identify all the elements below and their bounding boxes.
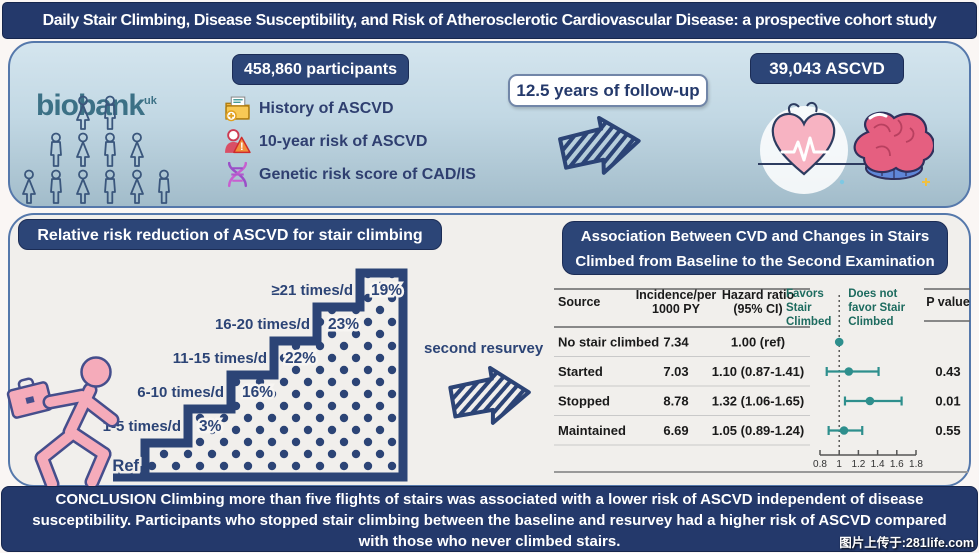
axis-tick-label: 1.2 xyxy=(851,459,865,470)
running-person-icon xyxy=(6,356,120,486)
followup-badge: 12.5 years of follow-up xyxy=(508,74,708,107)
table-cell-hazard-ratio: 1.32 (1.06-1.65) xyxy=(712,394,805,409)
forest-point xyxy=(844,367,854,376)
table-col-header: 1000 PY xyxy=(652,302,701,316)
forest-header-not-favors: favor Stair xyxy=(848,302,905,314)
axis-tick-label: 1.6 xyxy=(890,459,904,470)
stair-percent-label: 22% xyxy=(285,350,316,367)
person-icon xyxy=(104,132,116,167)
right-arrow-icon xyxy=(558,115,641,175)
svg-text:!: ! xyxy=(240,141,244,153)
person-icon xyxy=(130,169,144,204)
stairs-chart-title: Relative risk reduction of ASCVD for sta… xyxy=(18,219,442,250)
uk-biobank-logo: biobankuk xyxy=(36,89,157,123)
person-icon xyxy=(76,132,90,167)
population-pyramid-icon xyxy=(22,95,170,204)
forest-point xyxy=(839,426,849,435)
risk-item-label: History of ASCVD xyxy=(259,99,394,117)
person-icon xyxy=(158,169,170,204)
person-icon xyxy=(130,132,144,167)
table-cell-incidence: 7.34 xyxy=(663,335,689,350)
participants-badge: 458,860 participants xyxy=(232,54,409,85)
table-cell-source: No stair climbed xyxy=(558,335,659,350)
person-icon xyxy=(76,95,90,130)
table-cell-hazard-ratio: 1.10 (0.87-1.41) xyxy=(712,364,805,379)
person-warning-icon: ! xyxy=(225,129,251,154)
person-icon xyxy=(76,169,90,204)
stair-percent-label: 23% xyxy=(328,316,359,333)
axis-tick-label: 1.8 xyxy=(909,459,923,470)
logo-text: biobank xyxy=(36,89,145,122)
p-value: 0.01 xyxy=(935,394,960,409)
person-icon xyxy=(50,132,62,167)
person-icon xyxy=(22,169,36,204)
axis-tick-label: 1 xyxy=(836,459,842,470)
ascvd-count-badge: 39,043 ASCVD xyxy=(750,53,904,84)
watermark: 图片上传于:281life.com xyxy=(839,536,974,550)
heart-brain-icon xyxy=(758,101,934,194)
forest-header-favors: Climbed xyxy=(786,316,831,328)
table-col-header: Source xyxy=(558,295,600,309)
table-cell-incidence: 6.69 xyxy=(663,423,688,438)
person-icon xyxy=(104,95,116,130)
table-cell-source: Stopped xyxy=(558,394,610,409)
table-col-header: Incidence/per xyxy=(636,288,717,302)
person-icon xyxy=(104,169,116,204)
forest-point xyxy=(834,337,844,347)
stair-category-label: 11-15 times/d xyxy=(173,350,267,367)
stair-category-label: 6-10 times/d xyxy=(137,384,224,401)
dna-icon xyxy=(227,161,248,188)
resurvey-label: second resurvey xyxy=(424,340,544,357)
stair-percent-label: 19% xyxy=(371,282,402,299)
logo-sup: uk xyxy=(144,95,157,107)
forest-header-favors: Favors xyxy=(786,288,824,300)
forest-point xyxy=(865,396,875,406)
risk-item-history: History of ASCVD xyxy=(224,95,394,122)
stair-percent-label: 3% xyxy=(199,418,222,435)
ref-label: Ref xyxy=(112,457,139,475)
table-cell-source: Started xyxy=(558,364,603,379)
stair-category-label: 1-5 times/d xyxy=(103,418,181,435)
table-cell-source: Maintained xyxy=(558,423,626,438)
stair-climbing-chart: Ref 1-5 times/d 3% 6-10 times/d 16% 11-15 tim… xyxy=(100,268,408,482)
person-icon xyxy=(50,169,62,204)
axis-tick-label: 0.8 xyxy=(813,459,827,470)
table-col-header: Hazard ratio xyxy=(722,288,795,302)
table-cell-incidence: 8.78 xyxy=(663,394,688,409)
association-table-title: Association Between CVD and Changes in S… xyxy=(562,221,948,275)
staircase-shape xyxy=(113,268,408,482)
folder-plus-icon xyxy=(225,96,250,122)
risk-item-10year: ! 10-year risk of ASCVD xyxy=(224,128,427,155)
forest-header-not-favors: Climbed xyxy=(848,316,893,328)
p-value: 0.43 xyxy=(935,364,960,379)
risk-item-genetic: Genetic risk score of CAD/IS xyxy=(224,161,476,188)
forest-header-favors: Stair xyxy=(786,302,812,314)
stair-category-label: ≥21 times/d xyxy=(271,282,353,299)
axis-tick-label: 1.4 xyxy=(871,459,885,470)
risk-item-label: Genetic risk score of CAD/IS xyxy=(259,165,476,183)
risk-item-label: 10-year risk of ASCVD xyxy=(259,132,428,150)
table-cell-hazard-ratio: 1.00 (ref) xyxy=(731,335,785,350)
forest-header-not-favors: Does not xyxy=(848,288,897,300)
conclusion-banner: CONCLUSION Climbing more than five fligh… xyxy=(1,486,978,552)
right-arrow-icon xyxy=(448,365,531,425)
paper-title: Daily Stair Climbing, Disease Susceptibi… xyxy=(2,2,977,39)
table-col-header: (95% CI) xyxy=(733,302,782,316)
table-col-header: P value xyxy=(926,295,970,309)
stair-percent-label: 16% xyxy=(242,384,273,401)
stair-category-label: 16-20 times/d xyxy=(215,316,310,333)
table-cell-incidence: 7.03 xyxy=(663,364,688,379)
p-value: 0.55 xyxy=(935,423,960,438)
table-cell-hazard-ratio: 1.05 (0.89-1.24) xyxy=(712,423,805,438)
